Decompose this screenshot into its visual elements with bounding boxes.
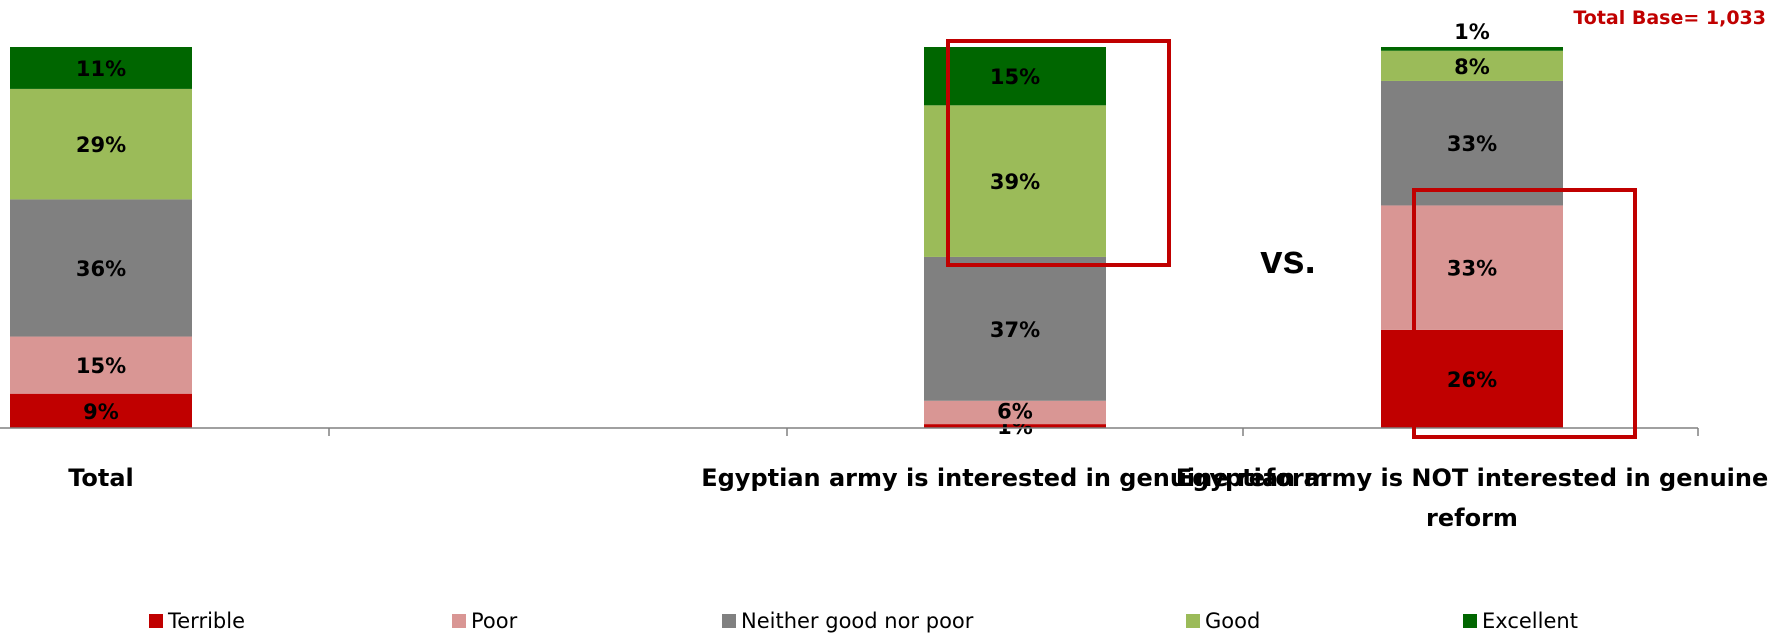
data-label: 33% (1447, 257, 1497, 281)
data-label: 8% (1454, 55, 1490, 79)
legend-item-poor: Poor (452, 609, 518, 633)
bars-layer: 9%15%36%29%11%1%6%37%39%15%26%33%33%8%1% (10, 20, 1563, 439)
data-label: 36% (76, 257, 126, 281)
bar-segment-good (924, 105, 1106, 257)
legend-label: Terrible (167, 609, 245, 633)
highlight-boxes (946, 39, 1637, 439)
vs-annotation: vs. (1260, 238, 1316, 282)
data-label: 15% (76, 354, 126, 378)
bar-segment-neither-good-nor-poor (924, 256, 1106, 401)
legend-item-neither-good-nor-poor: Neither good nor poor (722, 609, 974, 633)
legend-label: Good (1205, 609, 1260, 633)
bar-segment-excellent (1381, 47, 1563, 51)
data-label: 6% (997, 399, 1033, 423)
category-label: Egyptian army is NOT interested in genui… (1176, 464, 1769, 492)
legend-swatch (452, 614, 466, 628)
legend-swatch (149, 614, 163, 628)
highlight-box-negative (1412, 188, 1637, 439)
data-label: 9% (83, 400, 119, 424)
data-label: 11% (76, 57, 126, 81)
category-label: Total (68, 464, 134, 492)
bar-segment-poor (10, 336, 192, 394)
data-label: 1% (1454, 20, 1490, 44)
legend-swatch (1186, 614, 1200, 628)
legend-label: Poor (471, 609, 518, 633)
data-label: 26% (1447, 368, 1497, 392)
bar-segment-poor (924, 400, 1106, 425)
legend-label: Excellent (1482, 609, 1578, 633)
bar-segment-terrible (10, 393, 192, 428)
x-axis (0, 427, 1699, 436)
category-label: reform (1426, 504, 1518, 532)
category-labels: Total Egyptian army is interested in genu… (68, 464, 1768, 532)
data-label: 39% (990, 170, 1040, 194)
legend: Terrible Poor Neither good nor poor Good Exc… (149, 609, 1578, 633)
bar-segment-good (1381, 50, 1563, 81)
category-label: Egyptian army is interested in genuine r… (701, 464, 1329, 492)
highlight-box-positive (946, 39, 1171, 267)
legend-swatch (1463, 614, 1477, 628)
bar-segment-neither-good-nor-poor (1381, 80, 1563, 206)
legend-item-terrible: Terrible (149, 609, 245, 633)
bar-segment-poor (1381, 205, 1563, 330)
data-label: 37% (990, 318, 1040, 342)
bar-segment-terrible (1381, 329, 1563, 428)
bar-segment-excellent (924, 47, 1106, 106)
legend-item-good: Good (1186, 609, 1260, 633)
legend-label: Neither good nor poor (741, 609, 974, 633)
bar-segment-excellent (10, 47, 192, 89)
legend-item-excellent: Excellent (1463, 609, 1578, 633)
total-base-note: Total Base= 1,033 (1573, 7, 1766, 29)
data-label: 29% (76, 133, 126, 157)
data-label: 15% (990, 65, 1040, 89)
data-label: 33% (1447, 132, 1497, 156)
legend-swatch (722, 614, 736, 628)
bar-segment-neither-good-nor-poor (10, 199, 192, 337)
bar-segment-good (10, 88, 192, 200)
bar-segment-terrible (924, 424, 1106, 428)
